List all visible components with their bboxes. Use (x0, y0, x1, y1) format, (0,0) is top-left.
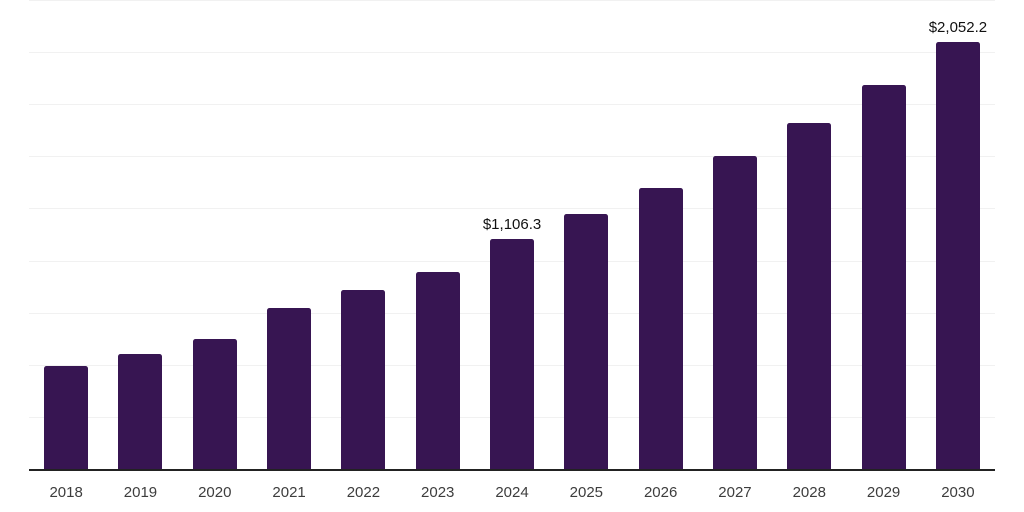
bar-slot-2019 (103, 1, 177, 470)
x-tick-label-2019: 2019 (123, 484, 158, 501)
x-tick-label-2023: 2023 (421, 484, 455, 501)
bar-2019 (118, 354, 163, 470)
bar-2026 (638, 187, 683, 470)
bar-2023 (415, 271, 460, 470)
bar-2022 (341, 290, 386, 470)
bars-row: $1,106.3 $2,052.2 (29, 1, 995, 470)
x-tick-label-2030: 2030 (941, 484, 975, 501)
bar-slot-2021 (252, 1, 326, 470)
x-tick-label-2020: 2020 (198, 484, 232, 501)
x-axis-line (29, 469, 995, 471)
x-tick-label-2024: 2024 (495, 484, 529, 501)
bar-slot-2029 (846, 1, 920, 470)
bar-2028 (787, 122, 832, 470)
x-tick-label-2018: 2018 (49, 484, 83, 501)
bar-2024: $1,106.3 (483, 216, 541, 470)
bar-slot-2027 (698, 1, 772, 470)
plot-area: $1,106.3 $2,052.2 (29, 0, 995, 470)
bar-2027 (712, 156, 757, 470)
x-tick-label-2021: 2021 (272, 484, 306, 501)
bar-2021 (267, 308, 312, 470)
gridline-1250 (29, 208, 995, 210)
gridline-2000 (29, 52, 995, 54)
bar-slot-2022 (326, 1, 400, 470)
bar-2018 (44, 366, 89, 470)
bar-2020 (192, 339, 237, 470)
bar-slot-2026 (624, 1, 698, 470)
bar-slot-2023 (401, 1, 475, 470)
x-axis-labels: 2018 2019 2020 2021 2022 2023 2024 2025 2026 2027… (29, 484, 995, 502)
bar-2029 (861, 85, 906, 470)
bar-slot-2028 (772, 1, 846, 470)
gridline-1500 (29, 156, 995, 158)
gridline-1750 (29, 104, 995, 106)
x-tick-label-2029: 2029 (866, 484, 901, 501)
x-tick-label-2025: 2025 (569, 484, 604, 501)
bar-slot-2025 (549, 1, 623, 470)
data-label-2024: $1,106.3 (482, 216, 542, 234)
bar-slot-2024: $1,106.3 (475, 1, 549, 470)
data-label-2030: $2,052.2 (928, 19, 988, 37)
gridline-2250 (29, 0, 995, 1)
x-tick-label-2028: 2028 (792, 484, 826, 501)
x-tick-label-2022: 2022 (346, 484, 381, 501)
x-tick-label-2026: 2026 (643, 484, 678, 501)
bar-slot-2030: $2,052.2 (921, 1, 995, 470)
bar-2030: $2,052.2 (929, 19, 987, 470)
x-tick-label-2027: 2027 (718, 484, 752, 501)
bar-slot-2020 (178, 1, 252, 470)
bar-slot-2018 (29, 1, 103, 470)
bar-2025 (564, 214, 609, 470)
